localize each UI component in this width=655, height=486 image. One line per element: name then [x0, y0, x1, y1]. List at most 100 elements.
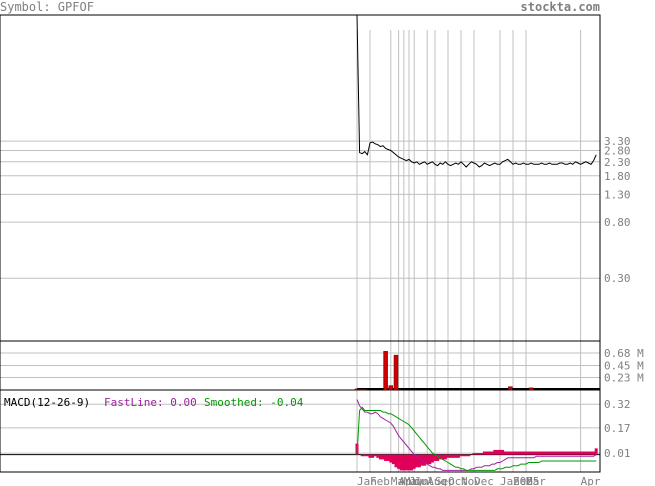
- macd-histogram-bar: [490, 451, 494, 455]
- volume-bar: [362, 389, 368, 391]
- macd-histogram-bar: [412, 454, 416, 469]
- macd-panel-frame: [0, 389, 601, 473]
- macd-histogram-bar: [537, 451, 541, 455]
- x-tick-label: Jan: [357, 475, 377, 486]
- macd-histogram-bar: [407, 454, 411, 471]
- x-tick-label: May: [404, 475, 424, 486]
- macd-histogram-bar: [459, 454, 463, 457]
- macd-histogram-bar: [410, 454, 414, 471]
- volume-bar: [393, 354, 399, 391]
- x-tick-label: Sep: [435, 475, 455, 486]
- macd-histogram-bar: [511, 451, 515, 455]
- macd-histogram-bar: [558, 451, 562, 455]
- x-tick-label: Nov: [461, 475, 481, 486]
- macd-histogram-bar: [563, 451, 567, 455]
- macd-histogram-bar: [430, 454, 434, 463]
- macd-histogram-bar: [568, 451, 572, 455]
- x-tick-label: Feb: [513, 475, 533, 486]
- x-tick-label: Jun: [409, 475, 429, 486]
- macd-histogram-bar: [485, 451, 489, 455]
- macd-histogram-bar: [501, 449, 505, 455]
- price-tick-label: 0.30: [604, 272, 631, 285]
- macd-histogram-bar: [425, 454, 429, 465]
- x-tick-label: Mar: [526, 475, 546, 486]
- macd-histogram-bar: [376, 454, 380, 458]
- macd-histogram-bar: [373, 454, 377, 457]
- macd-tick-label: 0.17: [604, 422, 631, 435]
- macd-histogram-bar: [378, 454, 382, 460]
- macd-histogram-bar: [579, 451, 583, 455]
- macd-histogram-bar: [371, 454, 375, 458]
- volume-tick-label: 0.68 M: [604, 347, 644, 360]
- macd-histogram-bar: [384, 454, 388, 461]
- x-tick-label: Jan: [500, 475, 520, 486]
- macd-histogram-bar: [365, 454, 369, 457]
- macd-histogram-bar: [472, 453, 476, 455]
- macd-histogram-bar: [532, 451, 536, 455]
- macd-histogram-bar: [503, 451, 507, 455]
- macd-signal-line: [356, 406, 597, 471]
- x-tick-label: Feb: [370, 475, 390, 486]
- x-tick-label: Aug: [427, 475, 447, 486]
- macd-histogram-bar: [584, 451, 588, 455]
- price-tick-label: 2.80: [604, 145, 631, 158]
- macd-histogram-bar: [462, 454, 466, 457]
- macd-histogram-bar: [514, 451, 518, 455]
- macd-histogram-bar: [389, 454, 393, 463]
- volume-tick-label: 0.23 M: [604, 371, 644, 384]
- symbol-label: Symbol: GPFOF: [0, 0, 94, 14]
- macd-histogram-bar: [540, 451, 544, 455]
- macd-histogram-bar: [415, 454, 419, 468]
- macd-fast-line: [356, 399, 597, 471]
- macd-histogram-bar: [423, 454, 427, 466]
- macd-tick-label: 0.32: [604, 398, 631, 411]
- macd-histogram-bar: [547, 451, 551, 455]
- x-tick-label: 2025: [513, 475, 540, 486]
- macd-histogram-bar: [381, 454, 385, 460]
- macd-histogram-bar: [454, 454, 458, 458]
- macd-histogram-bar: [524, 451, 528, 455]
- site-label: stockta.com: [520, 0, 600, 14]
- macd-histogram-bar: [456, 454, 460, 458]
- macd-histogram-bar: [488, 451, 492, 455]
- macd-histogram-bar: [360, 454, 364, 457]
- macd-histogram-bar: [521, 451, 525, 455]
- macd-histogram-bar: [495, 449, 499, 455]
- price-tick-label: 0.80: [604, 216, 631, 229]
- price-tick-label: 1.30: [604, 188, 631, 201]
- volume-bar: [528, 387, 534, 391]
- macd-histogram-bar: [480, 453, 484, 455]
- macd-histogram-bar: [545, 451, 549, 455]
- macd-histogram-bar: [506, 451, 510, 455]
- macd-histogram-bar: [571, 451, 575, 455]
- macd-histogram-bar: [592, 451, 596, 455]
- volume-bar: [396, 389, 401, 391]
- macd-histogram-bar: [402, 454, 406, 471]
- x-tick-label: Oct: [448, 475, 468, 486]
- price-tick-label: 3.30: [604, 135, 631, 148]
- macd-histogram-bar: [420, 454, 424, 466]
- macd-histogram-bar: [386, 454, 390, 461]
- macd-histogram-bar: [417, 454, 421, 468]
- macd-histogram-bar: [368, 454, 372, 458]
- macd-histogram-bar: [475, 453, 479, 455]
- price-line: [356, 14, 597, 168]
- macd-histogram-bar: [438, 454, 442, 460]
- x-tick-label: Apr: [399, 475, 419, 486]
- macd-histogram-bar: [399, 454, 403, 471]
- macd-histogram-bar: [397, 454, 401, 469]
- x-tick-label: Apr: [581, 475, 601, 486]
- macd-histogram-bar: [436, 454, 440, 461]
- macd-histogram-bar: [391, 454, 395, 465]
- macd-histogram-bar: [363, 454, 367, 457]
- macd-histogram-bar: [529, 451, 533, 455]
- macd-histogram-bar: [527, 451, 531, 455]
- macd-histogram-bar: [581, 451, 585, 455]
- macd-histogram-bar: [498, 449, 502, 455]
- macd-histogram-bar: [508, 451, 512, 455]
- macd-histogram-bar: [464, 454, 468, 457]
- macd-smooth-label: Smoothed: -0.04: [204, 396, 304, 409]
- macd-histogram-bar: [433, 454, 437, 461]
